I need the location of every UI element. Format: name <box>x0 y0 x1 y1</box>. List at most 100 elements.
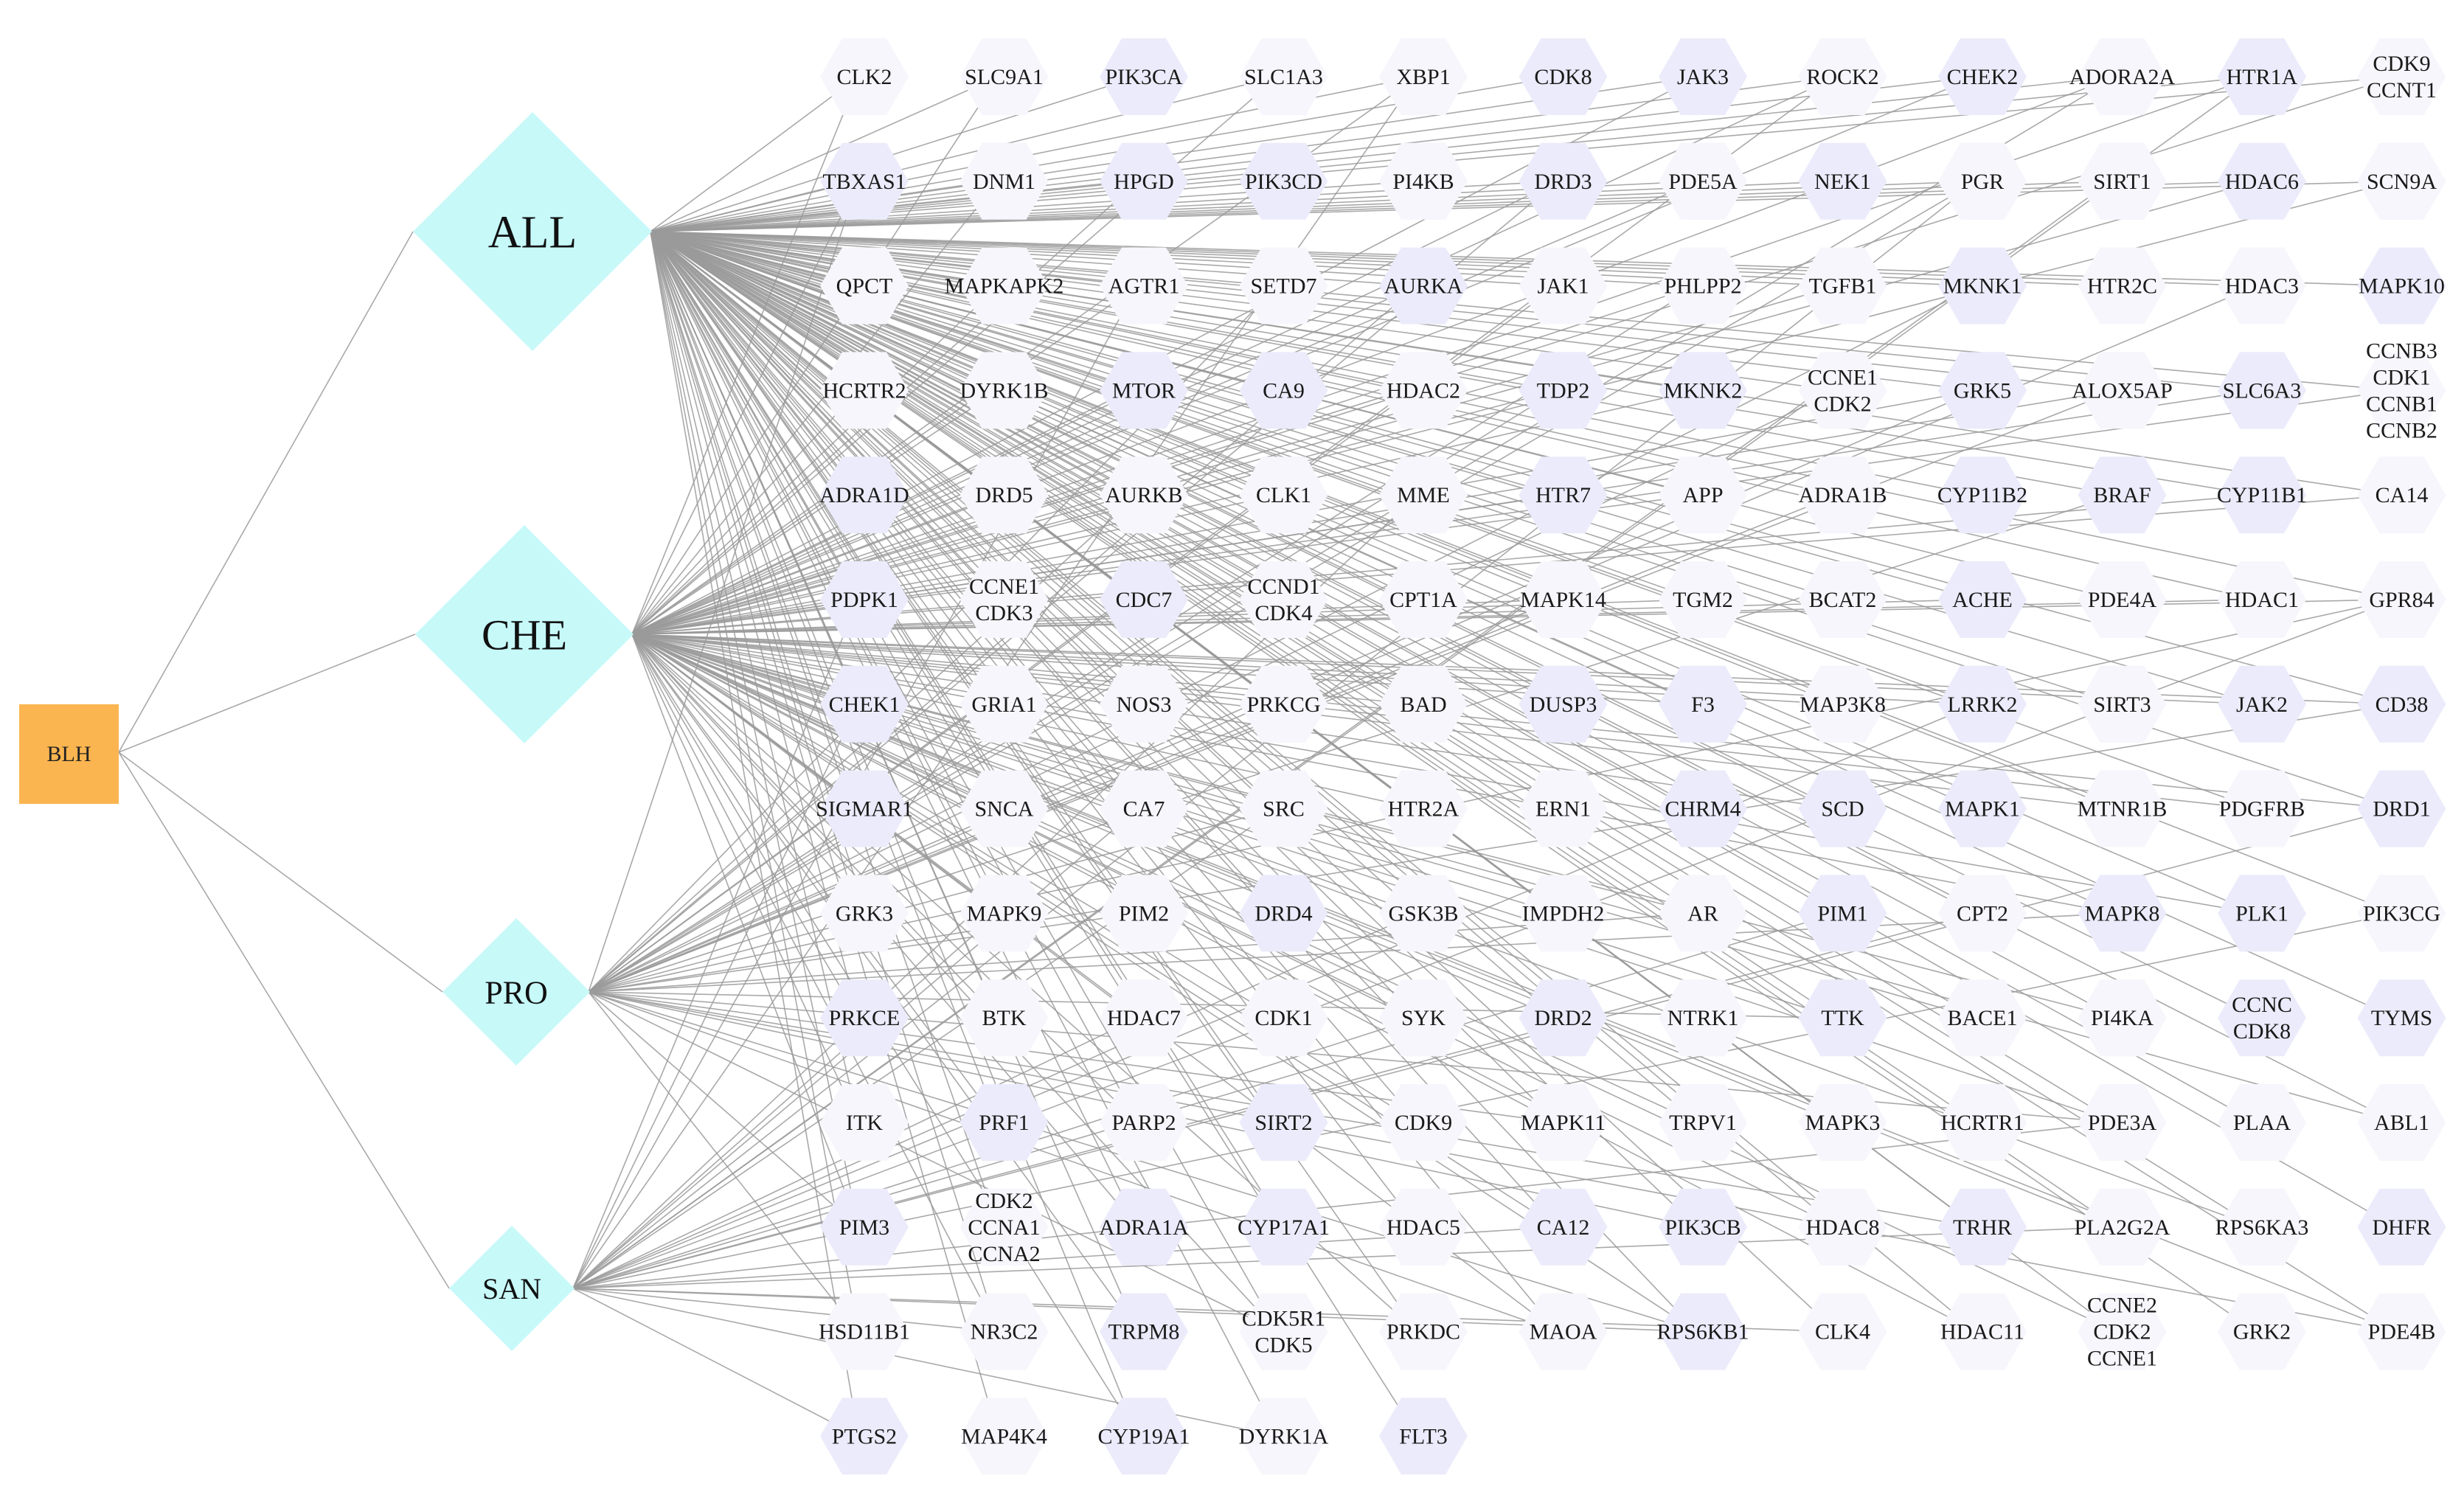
target-node-dnm1[interactable]: DNM1 <box>959 142 1049 220</box>
target-node-prkcg[interactable]: PRKCG <box>1239 665 1328 743</box>
target-node-mme[interactable]: MME <box>1379 457 1468 534</box>
target-node-f3[interactable]: F3 <box>1659 665 1747 743</box>
target-node-nr3c2[interactable]: NR3C2 <box>959 1293 1049 1370</box>
target-node-mknk1[interactable]: MKNK1 <box>1938 247 2027 324</box>
target-node-hdac2[interactable]: HDAC2 <box>1379 352 1468 429</box>
target-node-mknk2[interactable]: MKNK2 <box>1659 352 1747 429</box>
target-node-nos3[interactable]: NOS3 <box>1100 665 1188 743</box>
hub-node-all[interactable]: ALL <box>413 112 652 351</box>
target-node-pik3ca[interactable]: PIK3CA <box>1100 38 1188 115</box>
target-node-chrm4[interactable]: CHRM4 <box>1659 770 1747 847</box>
target-node-ccnb3-cdk1-ccnb1-ccnb2[interactable]: CCNB3 CDK1 CCNB1 CCNB2 <box>2357 339 2446 442</box>
target-node-tbxas1[interactable]: TBXAS1 <box>820 142 909 220</box>
target-node-scd[interactable]: SCD <box>1798 770 1887 847</box>
target-node-itk[interactable]: ITK <box>820 1084 909 1161</box>
target-node-btk[interactable]: BTK <box>959 979 1049 1057</box>
target-node-bad[interactable]: BAD <box>1379 665 1468 743</box>
target-node-adra1b[interactable]: ADRA1B <box>1798 457 1887 534</box>
target-node-lrrk2[interactable]: LRRK2 <box>1938 665 2027 743</box>
target-node-sirt3[interactable]: SIRT3 <box>2078 665 2167 743</box>
target-node-src[interactable]: SRC <box>1239 770 1328 847</box>
target-node-pim3[interactable]: PIM3 <box>820 1188 909 1266</box>
target-node-pde5a[interactable]: PDE5A <box>1659 142 1747 220</box>
target-node-sirt2[interactable]: SIRT2 <box>1239 1084 1328 1161</box>
target-node-rock2[interactable]: ROCK2 <box>1798 38 1887 115</box>
target-node-impdh2[interactable]: IMPDH2 <box>1519 875 1608 952</box>
target-node-hdac8[interactable]: HDAC8 <box>1798 1188 1887 1266</box>
target-node-ca14[interactable]: CA14 <box>2357 457 2446 534</box>
target-node-chek2[interactable]: CHEK2 <box>1938 38 2027 115</box>
target-node-hdac6[interactable]: HDAC6 <box>2218 142 2306 220</box>
target-node-drd4[interactable]: DRD4 <box>1239 875 1328 952</box>
target-node-app[interactable]: APP <box>1659 457 1747 534</box>
target-node-trpv1[interactable]: TRPV1 <box>1659 1084 1747 1161</box>
target-node-mapk8[interactable]: MAPK8 <box>2078 875 2167 952</box>
target-node-bcat2[interactable]: BCAT2 <box>1798 561 1887 638</box>
target-node-ccne1-cdk3[interactable]: CCNE1 CDK3 <box>959 561 1049 638</box>
target-node-chek1[interactable]: CHEK1 <box>820 665 909 743</box>
target-node-mtnr1b[interactable]: MTNR1B <box>2078 770 2168 847</box>
target-node-cpt1a[interactable]: CPT1A <box>1379 561 1468 638</box>
target-node-prkce[interactable]: PRKCE <box>820 979 909 1057</box>
target-node-drd2[interactable]: DRD2 <box>1519 979 1608 1057</box>
target-node-plk1[interactable]: PLK1 <box>2218 875 2306 952</box>
hub-node-pro[interactable]: PRO <box>443 918 590 1066</box>
target-node-plaa[interactable]: PLAA <box>2218 1084 2306 1161</box>
target-node-pde4a[interactable]: PDE4A <box>2078 561 2167 638</box>
target-node-pim1[interactable]: PIM1 <box>1798 875 1887 952</box>
target-node-dhfr[interactable]: DHFR <box>2357 1188 2446 1266</box>
target-node-parp2[interactable]: PARP2 <box>1100 1084 1188 1161</box>
target-node-cdk9-ccnt1[interactable]: CDK9 CCNT1 <box>2357 38 2446 115</box>
target-node-scn9a[interactable]: SCN9A <box>2357 142 2446 220</box>
target-node-sigmar1[interactable]: SIGMAR1 <box>816 770 913 847</box>
target-node-dyrk1b[interactable]: DYRK1B <box>959 352 1049 429</box>
target-node-tdp2[interactable]: TDP2 <box>1519 352 1608 429</box>
target-node-map4k4[interactable]: MAP4K4 <box>959 1398 1049 1475</box>
target-node-pdpk1[interactable]: PDPK1 <box>820 561 909 638</box>
target-node-rps6kb1[interactable]: RPS6KB1 <box>1656 1293 1749 1370</box>
target-node-mapk14[interactable]: MAPK14 <box>1519 561 1608 638</box>
target-node-flt3[interactable]: FLT3 <box>1379 1398 1468 1475</box>
target-node-ca7[interactable]: CA7 <box>1100 770 1188 847</box>
target-node-slc9a1[interactable]: SLC9A1 <box>959 38 1049 115</box>
root-node-blh[interactable] <box>19 704 119 804</box>
target-node-cyp11b1[interactable]: CYP11B1 <box>2217 457 2307 534</box>
hub-node-che[interactable]: CHE <box>415 525 634 743</box>
target-node-ern1[interactable]: ERN1 <box>1519 770 1608 847</box>
target-node-gsk3b[interactable]: GSK3B <box>1379 875 1468 952</box>
target-node-jak2[interactable]: JAK2 <box>2218 665 2306 743</box>
target-node-cdc7[interactable]: CDC7 <box>1100 561 1188 638</box>
target-node-htr2c[interactable]: HTR2C <box>2078 247 2167 324</box>
target-node-mapk3[interactable]: MAPK3 <box>1798 1084 1887 1161</box>
target-node-abl1[interactable]: ABL1 <box>2357 1084 2446 1161</box>
target-node-pla2g2a[interactable]: PLA2G2A <box>2074 1188 2170 1266</box>
target-node-hdac3[interactable]: HDAC3 <box>2218 247 2306 324</box>
target-node-tgm2[interactable]: TGM2 <box>1659 561 1747 638</box>
target-node-jak1[interactable]: JAK1 <box>1519 247 1608 324</box>
target-node-pik3cd[interactable]: PIK3CD <box>1239 142 1328 220</box>
target-node-hsd11b1[interactable]: HSD11B1 <box>819 1293 910 1370</box>
target-node-map3k8[interactable]: MAP3K8 <box>1798 665 1887 743</box>
target-node-hpgd[interactable]: HPGD <box>1100 142 1188 220</box>
target-node-cyp11b2[interactable]: CYP11B2 <box>1937 457 2027 534</box>
target-node-ttk[interactable]: TTK <box>1798 979 1887 1057</box>
target-node-cpt2[interactable]: CPT2 <box>1938 875 2027 952</box>
target-node-pik3cb[interactable]: PIK3CB <box>1659 1188 1747 1266</box>
target-node-hdac1[interactable]: HDAC1 <box>2218 561 2306 638</box>
target-node-hdac5[interactable]: HDAC5 <box>1379 1188 1468 1266</box>
target-node-phlpp2[interactable]: PHLPP2 <box>1659 247 1747 324</box>
target-node-ar[interactable]: AR <box>1659 875 1747 952</box>
target-node-htr7[interactable]: HTR7 <box>1519 457 1608 534</box>
target-node-adra1a[interactable]: ADRA1A <box>1099 1188 1189 1266</box>
target-node-pim2[interactable]: PIM2 <box>1100 875 1188 952</box>
target-node-tgfb1[interactable]: TGFB1 <box>1798 247 1887 324</box>
target-node-maoa[interactable]: MAOA <box>1519 1293 1608 1370</box>
target-node-braf[interactable]: BRAF <box>2078 457 2167 534</box>
target-node-pi4kb[interactable]: PI4KB <box>1379 142 1468 220</box>
target-node-cyp19a1[interactable]: CYP19A1 <box>1097 1398 1190 1475</box>
target-node-htr2a[interactable]: HTR2A <box>1379 770 1468 847</box>
target-node-dyrk1a[interactable]: DYRK1A <box>1239 1398 1329 1475</box>
target-node-slc6a3[interactable]: SLC6A3 <box>2218 352 2306 429</box>
target-node-drd5[interactable]: DRD5 <box>959 457 1049 534</box>
target-node-pde3a[interactable]: PDE3A <box>2078 1084 2167 1161</box>
